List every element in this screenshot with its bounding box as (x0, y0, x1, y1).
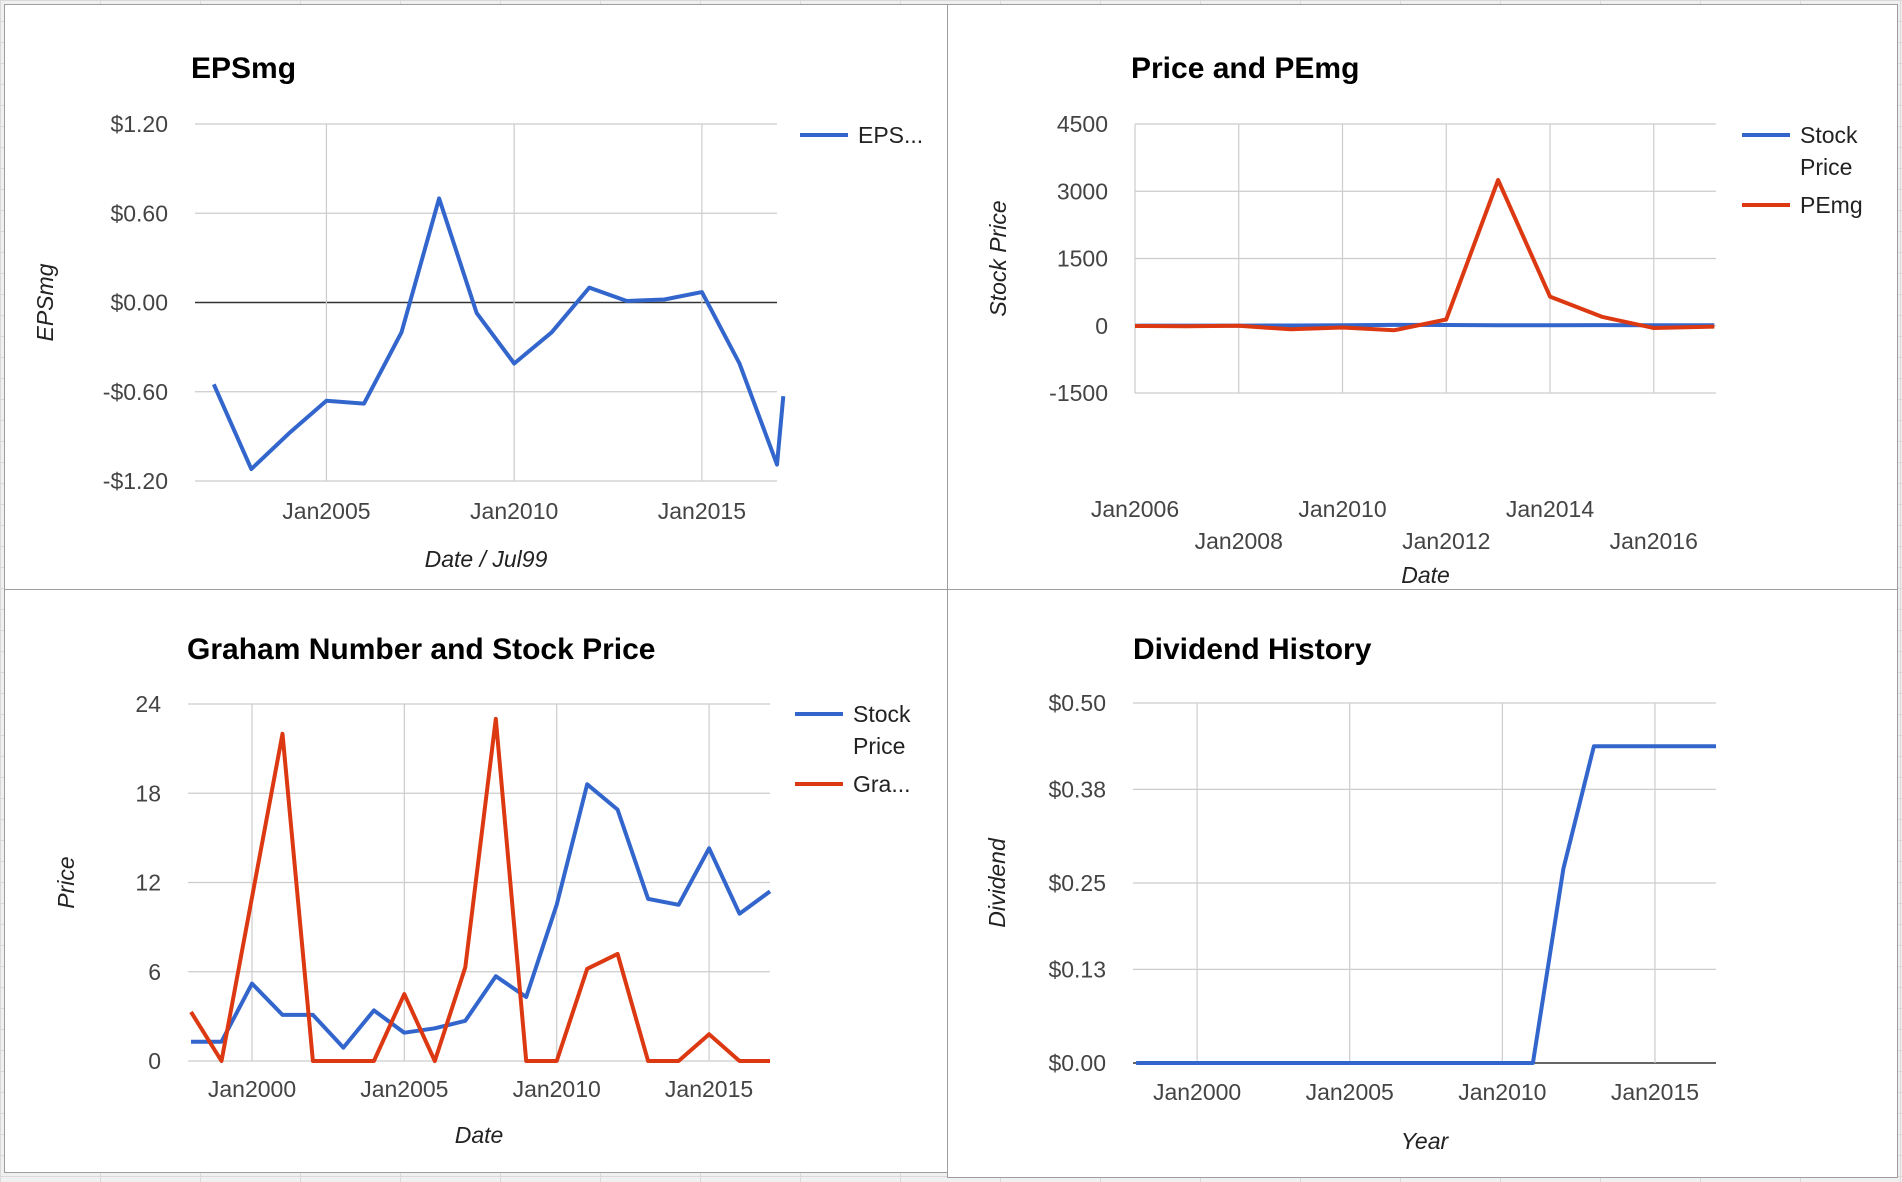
x-axis-title: Date / Jul99 (425, 546, 548, 572)
y-tick-label: -$0.60 (103, 379, 168, 405)
series-line-0[interactable] (211, 196, 786, 472)
chart-svg: Price and PEmg 4500 3000 1500 0 -1500 Jan2006 J… (985, 52, 1863, 588)
y-tick-label: $0.00 (1048, 1050, 1106, 1076)
x-tick-label: Jan2010 (513, 1076, 601, 1102)
x-tick-label: Jan2006 (1091, 496, 1179, 522)
chart-title: Price and PEmg (1131, 52, 1359, 85)
y-tick-label: $0.13 (1048, 956, 1106, 982)
x-tick-label: Jan2005 (1306, 1079, 1394, 1105)
legend-label[interactable]: Price (1800, 154, 1852, 180)
series-line-0[interactable] (1136, 744, 1716, 1065)
x-tick-label: Jan2012 (1402, 528, 1490, 554)
x-tick-label: Jan2008 (1195, 528, 1283, 554)
x-axis-title: Date (455, 1122, 504, 1148)
x-tick-label: Jan2016 (1610, 528, 1698, 554)
x-axis-title: Year (1401, 1128, 1450, 1154)
y-tick-label: 18 (135, 780, 161, 806)
x-tick-label: Jan2014 (1506, 496, 1594, 522)
series-line-1[interactable] (1134, 178, 1715, 333)
y-tick-label: 1500 (1057, 246, 1108, 272)
chart-panel-graham-number[interactable]: Graham Number and Stock Price 24 18 12 6 0 Jan… (4, 589, 948, 1173)
chart-title: Graham Number and Stock Price (187, 633, 656, 666)
legend-label[interactable]: Gra... (853, 771, 911, 797)
chart-panel-dividend-history[interactable]: Dividend History $0.50 $0.38 $0.25 $0.13 $0.0… (947, 589, 1898, 1178)
y-tick-label: -$1.20 (103, 468, 168, 494)
legend-label[interactable]: Stock (1800, 122, 1858, 148)
x-tick-label: Jan2010 (1458, 1079, 1546, 1105)
chart-svg: Dividend History $0.50 $0.38 $0.25 $0.13 $0.0… (984, 633, 1716, 1154)
series-line-0[interactable] (191, 782, 772, 1050)
y-tick-label: 24 (135, 691, 161, 717)
legend-label[interactable]: Stock (853, 701, 911, 727)
x-tick-label: Jan2015 (658, 498, 746, 524)
y-tick-label: $0.00 (110, 290, 168, 316)
y-axis-title: EPSmg (32, 263, 58, 341)
x-tick-label: Jan2010 (1298, 496, 1386, 522)
chart-title: EPSmg (191, 52, 296, 85)
chart-svg: EPSmg $1.20 $0.60 $0.00 -$0.60 -$1.20 Jan2005 J… (32, 52, 923, 572)
y-axis-title: Stock Price (985, 200, 1011, 316)
chart-svg: Graham Number and Stock Price 24 18 12 6 0 Jan… (53, 633, 911, 1148)
y-tick-label: 0 (148, 1048, 161, 1074)
legend-label[interactable]: Price (853, 733, 905, 759)
y-tick-label: $0.60 (110, 200, 168, 226)
y-tick-label: $1.20 (110, 111, 168, 137)
y-axis-title: Price (53, 856, 79, 908)
series-line-1[interactable] (189, 716, 770, 1063)
y-axis-title: Dividend (984, 837, 1010, 928)
y-tick-label: $0.38 (1048, 776, 1106, 802)
y-tick-label: 0 (1095, 313, 1108, 339)
legend-label[interactable]: EPS... (858, 122, 923, 148)
y-tick-label: 3000 (1057, 178, 1108, 204)
x-tick-label: Jan2005 (360, 1076, 448, 1102)
x-axis-title: Date (1401, 562, 1450, 588)
chart-title: Dividend History (1133, 633, 1372, 666)
y-tick-label: 6 (148, 959, 161, 985)
y-tick-label: $0.25 (1048, 870, 1106, 896)
chart-panel-price-pemg[interactable]: Price and PEmg 4500 3000 1500 0 -1500 Jan2006 J… (947, 4, 1898, 590)
legend-label[interactable]: PEmg (1800, 192, 1863, 218)
x-tick-label: Jan2000 (208, 1076, 296, 1102)
chart-panel-epsmg[interactable]: EPSmg $1.20 $0.60 $0.00 -$0.60 -$1.20 Jan2005 J… (4, 4, 948, 590)
y-tick-label: -1500 (1049, 380, 1108, 406)
x-tick-label: Jan2015 (665, 1076, 753, 1102)
x-tick-label: Jan2015 (1611, 1079, 1699, 1105)
x-tick-label: Jan2005 (282, 498, 370, 524)
y-tick-label: 12 (135, 870, 161, 896)
x-tick-label: Jan2010 (470, 498, 558, 524)
y-tick-label: $0.50 (1048, 690, 1106, 716)
y-tick-label: 4500 (1057, 111, 1108, 137)
x-tick-label: Jan2000 (1153, 1079, 1241, 1105)
